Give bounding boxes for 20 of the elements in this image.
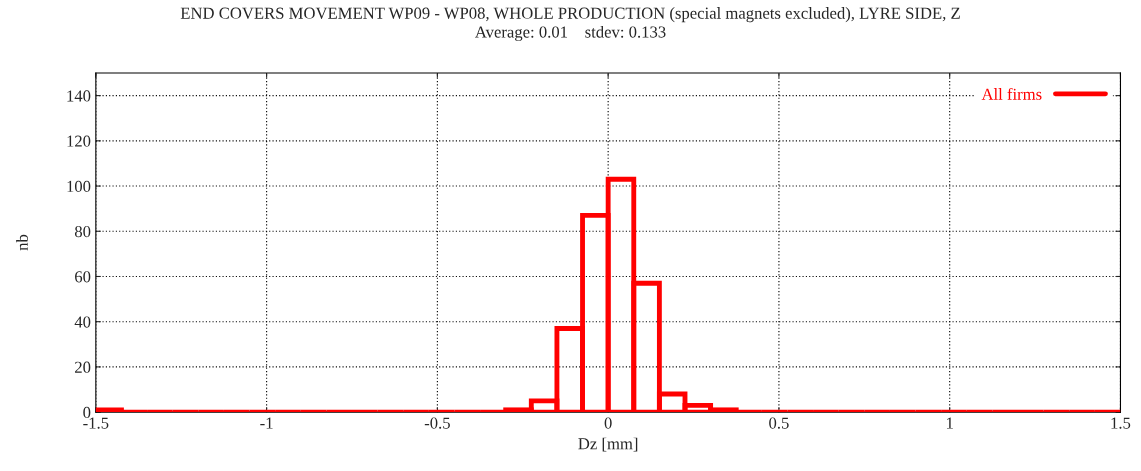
x-tick-label: 0 (604, 417, 612, 429)
x-tick-label: 1.5 (1111, 417, 1131, 429)
x-axis-title: Dz [mm] (578, 437, 638, 452)
x-tick-label: 1 (946, 417, 953, 429)
y-tick-label: 40 (74, 316, 91, 328)
y-tick-label: 60 (75, 271, 91, 283)
y-axis-title: nb (16, 234, 28, 251)
y-tick-label: 20 (75, 361, 91, 373)
y-tick-label: 80 (74, 225, 91, 238)
x-tick-label: -1.5 (83, 417, 109, 429)
y-tick-label: 120 (67, 135, 91, 147)
chart-subtitle: Average: 0.01 stdev: 0.133 (475, 25, 666, 42)
chart-title: END COVERS MOVEMENT WP09 - WP08, WHOLE PRODUCTION (special magnets excluded), LYRE SIDE, Z (180, 7, 960, 23)
x-tick-label: -1 (260, 417, 273, 429)
y-tick-label: 100 (67, 180, 91, 192)
legend-label: All firms (981, 87, 1042, 100)
y-tick-label: 0 (83, 406, 91, 419)
x-tick-label: -0.5 (424, 417, 450, 429)
y-tick-label: 140 (67, 90, 91, 102)
x-tick-label: 0.5 (769, 417, 789, 429)
